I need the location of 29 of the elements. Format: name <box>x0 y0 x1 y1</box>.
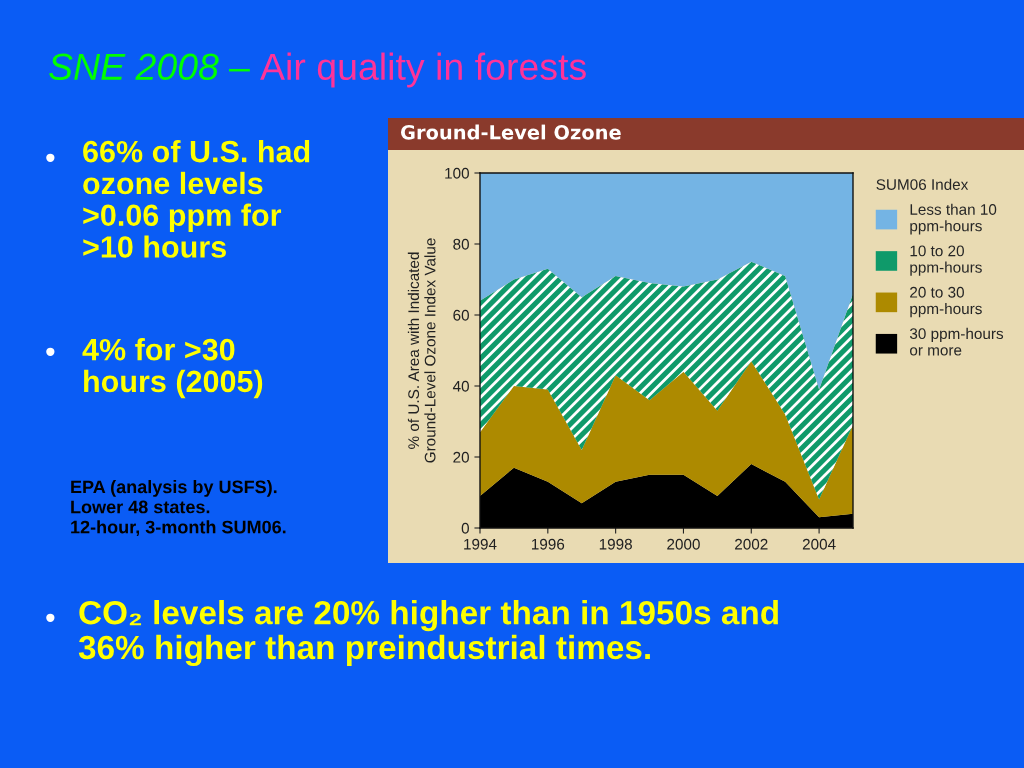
y-tick-label: 100 <box>445 167 469 179</box>
x-tick-label: 1996 <box>531 538 565 550</box>
text: • <box>46 153 55 162</box>
text: – <box>229 68 250 72</box>
x-tick-label: 2004 <box>802 538 836 550</box>
x-tick-label: 2002 <box>735 538 768 550</box>
y-tick-label: 80 <box>453 238 469 250</box>
text: EPA (analysis by USFS). Lower 48 states. 12-hour, 3-month SUM06. <box>71 480 286 537</box>
text: 10 to 20 ppm-hours <box>910 245 982 276</box>
text: Air quality in forests <box>260 52 586 88</box>
text: 4% for >30 hours (2005) <box>82 338 263 399</box>
x-tick-label: 1994 <box>464 538 497 550</box>
legend-label: 30 ppm-hours or more <box>909 327 1004 356</box>
y-tick-label: 60 <box>453 309 469 321</box>
y-axis-title: % of U.S. Area with Indicated Ground-Level Ozone Index Value <box>407 238 436 463</box>
text: • <box>46 347 55 356</box>
legend-label: Less than 10 ppm-hours <box>910 203 997 235</box>
text: CO₂ levels are 20% higher than in 1950s and 36% higher than preindustrial times. <box>78 600 778 667</box>
x-tick-label: 2000 <box>667 538 700 550</box>
text: • <box>46 613 55 622</box>
chart-title: Ground-Level Ozone <box>400 124 621 140</box>
x-tick-label: 1998 <box>599 538 632 550</box>
y-tick-label: 0 <box>461 522 469 534</box>
y-tick-label: 40 <box>452 380 469 392</box>
legend-title: SUM06 Index <box>876 178 969 190</box>
text: 66% of U.S. had ozone levels >0.06 ppm for >10 hours <box>83 140 310 258</box>
legend-label: 20 to 30 ppm-hours <box>910 286 982 318</box>
text: SNE 2008 <box>49 53 219 81</box>
y-tick-label: 20 <box>453 451 469 463</box>
